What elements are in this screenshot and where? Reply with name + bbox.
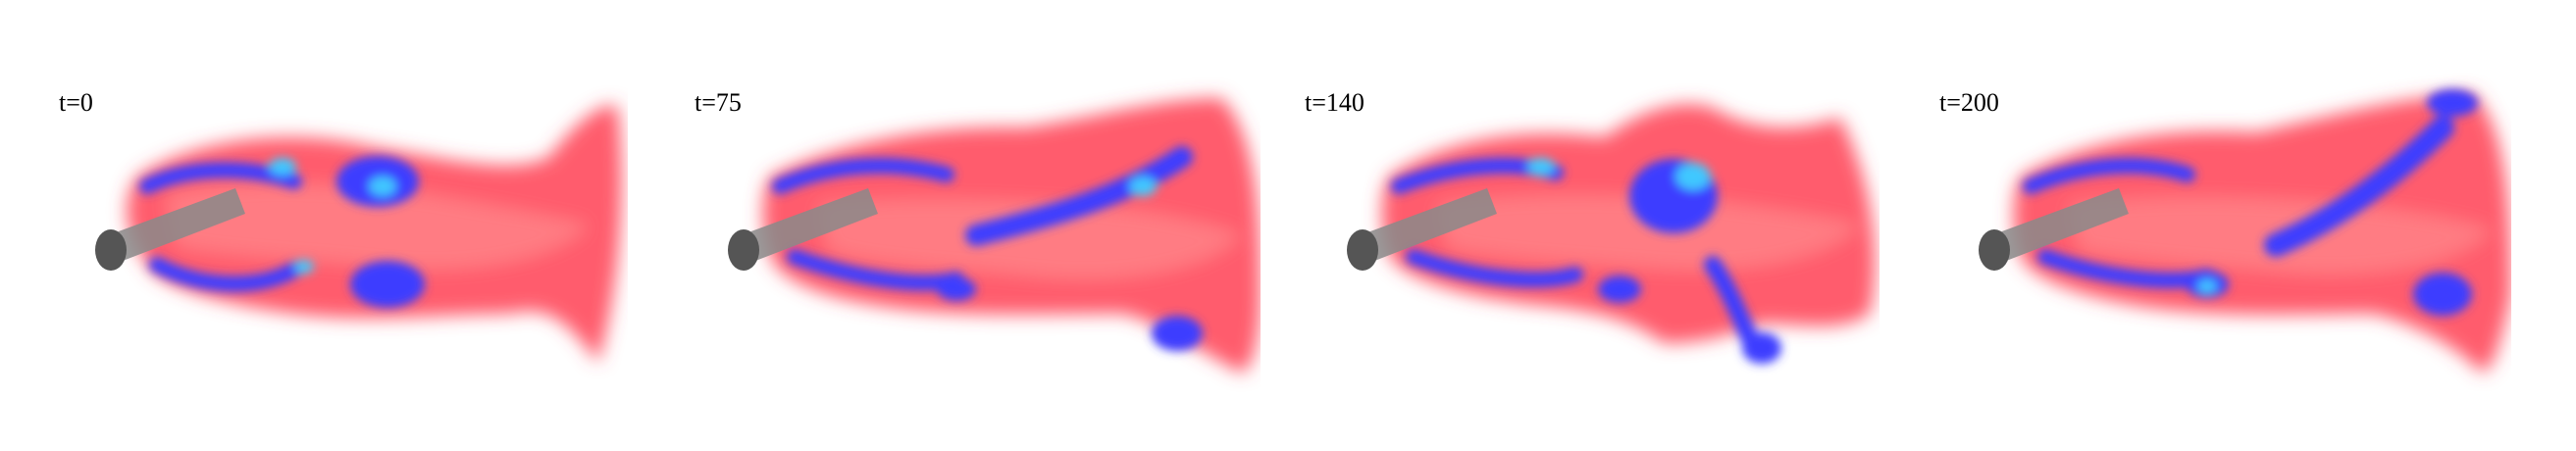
vortex-cores: [139, 156, 425, 308]
cylinder: [728, 188, 878, 271]
frame-panel-t200: t=200: [1883, 0, 2511, 451]
vortex-cores: [2023, 89, 2478, 316]
wake-visualization: [1347, 104, 1876, 364]
frame-label: t=200: [1939, 88, 1999, 117]
frame-panel-t75: t=75: [633, 0, 1261, 451]
wake-visualization: [728, 98, 1261, 373]
frame-panel-t140: t=140: [1252, 0, 1880, 451]
frame-label: t=0: [59, 88, 93, 117]
wake-visualization: [1979, 89, 2511, 373]
vortex-cores: [1391, 158, 1781, 364]
cylinder: [95, 188, 245, 271]
vortex-cores: [772, 146, 1203, 351]
cylinder: [1979, 188, 2129, 271]
frame-label: t=75: [695, 88, 742, 117]
frame-panel-t0: t=0: [0, 0, 628, 451]
frame-label: t=140: [1305, 88, 1365, 117]
wake-visualization: [95, 105, 622, 363]
cylinder: [1347, 188, 1497, 271]
plume-envelope: [127, 105, 622, 363]
